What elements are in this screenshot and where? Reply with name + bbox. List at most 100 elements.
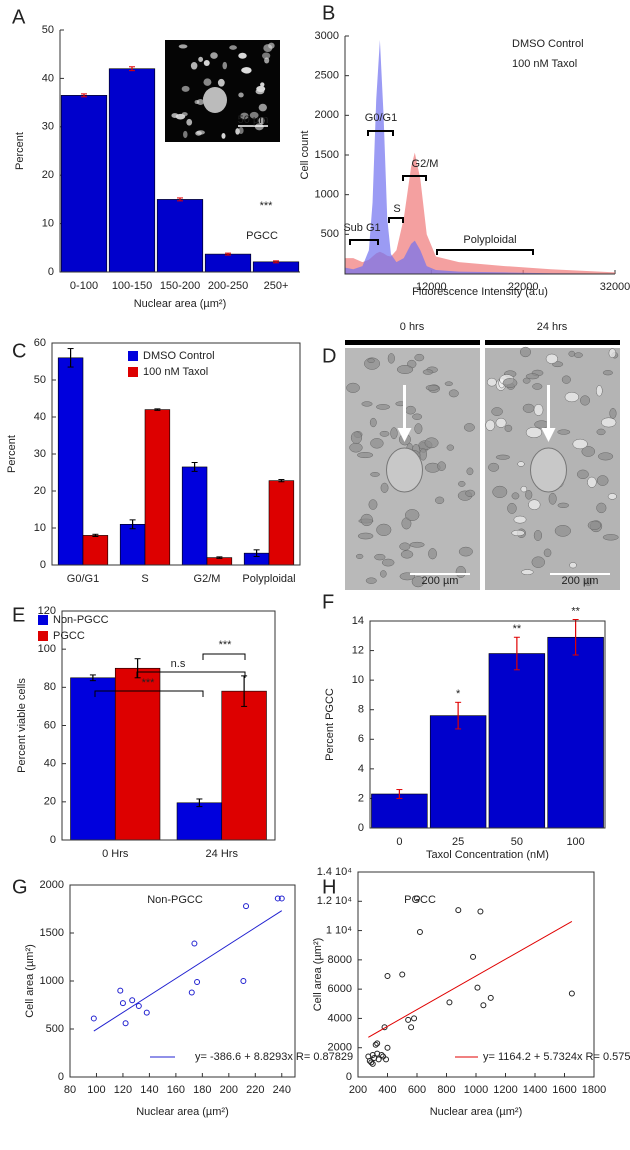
cell	[533, 530, 543, 541]
image-label: 24 hrs	[537, 321, 568, 333]
cell	[425, 384, 439, 391]
cell	[587, 476, 597, 488]
error-bar	[67, 348, 74, 368]
point	[243, 903, 250, 910]
error-bar	[191, 462, 198, 472]
legend-label: PGCC	[53, 630, 85, 642]
cell	[357, 452, 374, 459]
y-tick-label: 2000	[315, 109, 339, 121]
x-tick-label: 24 Hrs	[206, 848, 239, 860]
nucleus	[256, 85, 266, 93]
cell	[412, 413, 423, 420]
arrow-head	[397, 428, 412, 442]
cell	[533, 403, 544, 416]
cell	[350, 431, 363, 444]
significance: **	[513, 623, 522, 635]
point	[119, 1000, 126, 1007]
cell	[376, 404, 390, 410]
annotation: G2/M	[412, 158, 439, 170]
cell	[572, 438, 588, 450]
x-axis-label: Nuclear area (µm²)	[134, 298, 227, 310]
cell	[577, 469, 589, 480]
panel-letter: B	[322, 2, 335, 24]
bar-top	[485, 340, 620, 345]
cell	[521, 569, 534, 575]
y-tick-label: 1.2 10⁴	[317, 895, 353, 907]
point	[383, 1056, 390, 1063]
y-tick-label: 0	[358, 822, 364, 834]
cell	[369, 417, 377, 428]
cell	[357, 532, 374, 540]
y-axis-label: Percent	[14, 132, 26, 170]
cell	[581, 446, 596, 457]
x-tick-label: 400	[378, 1084, 396, 1096]
x-tick-label: 800	[437, 1084, 455, 1096]
y-tick-label: 4000	[328, 1012, 352, 1024]
panel-letter: H	[322, 876, 336, 898]
x-tick-label: 100	[87, 1084, 105, 1096]
error-bar	[241, 675, 248, 707]
y-tick-label: 0	[50, 834, 56, 846]
nucleus	[221, 132, 226, 139]
nucleus	[181, 112, 188, 117]
cell	[435, 496, 445, 504]
cell	[528, 499, 541, 510]
cell	[513, 515, 527, 524]
cell	[608, 348, 617, 358]
annotation: ***	[142, 677, 156, 689]
cell	[448, 389, 459, 398]
error-bar	[154, 408, 161, 411]
bracket	[202, 653, 246, 660]
nucleus	[194, 99, 200, 105]
cell	[564, 391, 580, 403]
cell	[414, 353, 425, 362]
scale-label: 200 µm	[562, 575, 599, 587]
point	[384, 972, 391, 979]
x-tick-label: 0	[396, 836, 402, 848]
cell	[370, 438, 384, 449]
x-tick-label: 120	[114, 1084, 132, 1096]
cell	[486, 377, 497, 387]
plot-frame	[357, 871, 595, 1078]
error-bar	[129, 66, 135, 72]
bar	[114, 667, 161, 841]
y-axis-label: Percent	[6, 435, 18, 473]
bar	[119, 523, 146, 566]
x-axis-label: Taxol Concentration (nM)	[426, 849, 549, 861]
cell	[374, 553, 386, 561]
annotation: Sub G1	[343, 222, 380, 234]
nucleus	[249, 111, 259, 119]
x-tick-label: 80	[64, 1084, 76, 1096]
bar	[371, 793, 428, 829]
y-tick-label: 2	[358, 792, 364, 804]
cell	[399, 542, 411, 551]
bar	[60, 95, 108, 273]
bar	[70, 677, 116, 841]
panel-letter: G	[12, 876, 28, 898]
point	[117, 987, 124, 994]
fit-legend-label: y= 1164.2 + 5.7324x R= 0.57574	[483, 1051, 630, 1063]
annotation: G0/G1	[365, 112, 397, 124]
cell	[596, 502, 607, 514]
y-tick-label: 50	[42, 24, 54, 36]
annotation: Polyploidal	[463, 234, 516, 246]
annotation: PGCC	[246, 230, 278, 242]
cell	[507, 502, 517, 514]
cell	[381, 558, 395, 567]
bar	[204, 253, 252, 273]
cell	[396, 365, 414, 374]
annotation: n.s	[171, 658, 186, 670]
point	[405, 1016, 412, 1023]
x-tick-label: 1000	[464, 1084, 488, 1096]
point	[474, 984, 481, 991]
bar-top	[345, 340, 480, 345]
point	[374, 1040, 381, 1047]
cell	[520, 485, 528, 493]
nucleus	[203, 60, 210, 67]
y-tick-label: 8	[358, 704, 364, 716]
bracket	[136, 671, 246, 678]
point	[487, 994, 494, 1001]
x-tick-label: 1400	[523, 1084, 547, 1096]
bar	[57, 357, 84, 566]
